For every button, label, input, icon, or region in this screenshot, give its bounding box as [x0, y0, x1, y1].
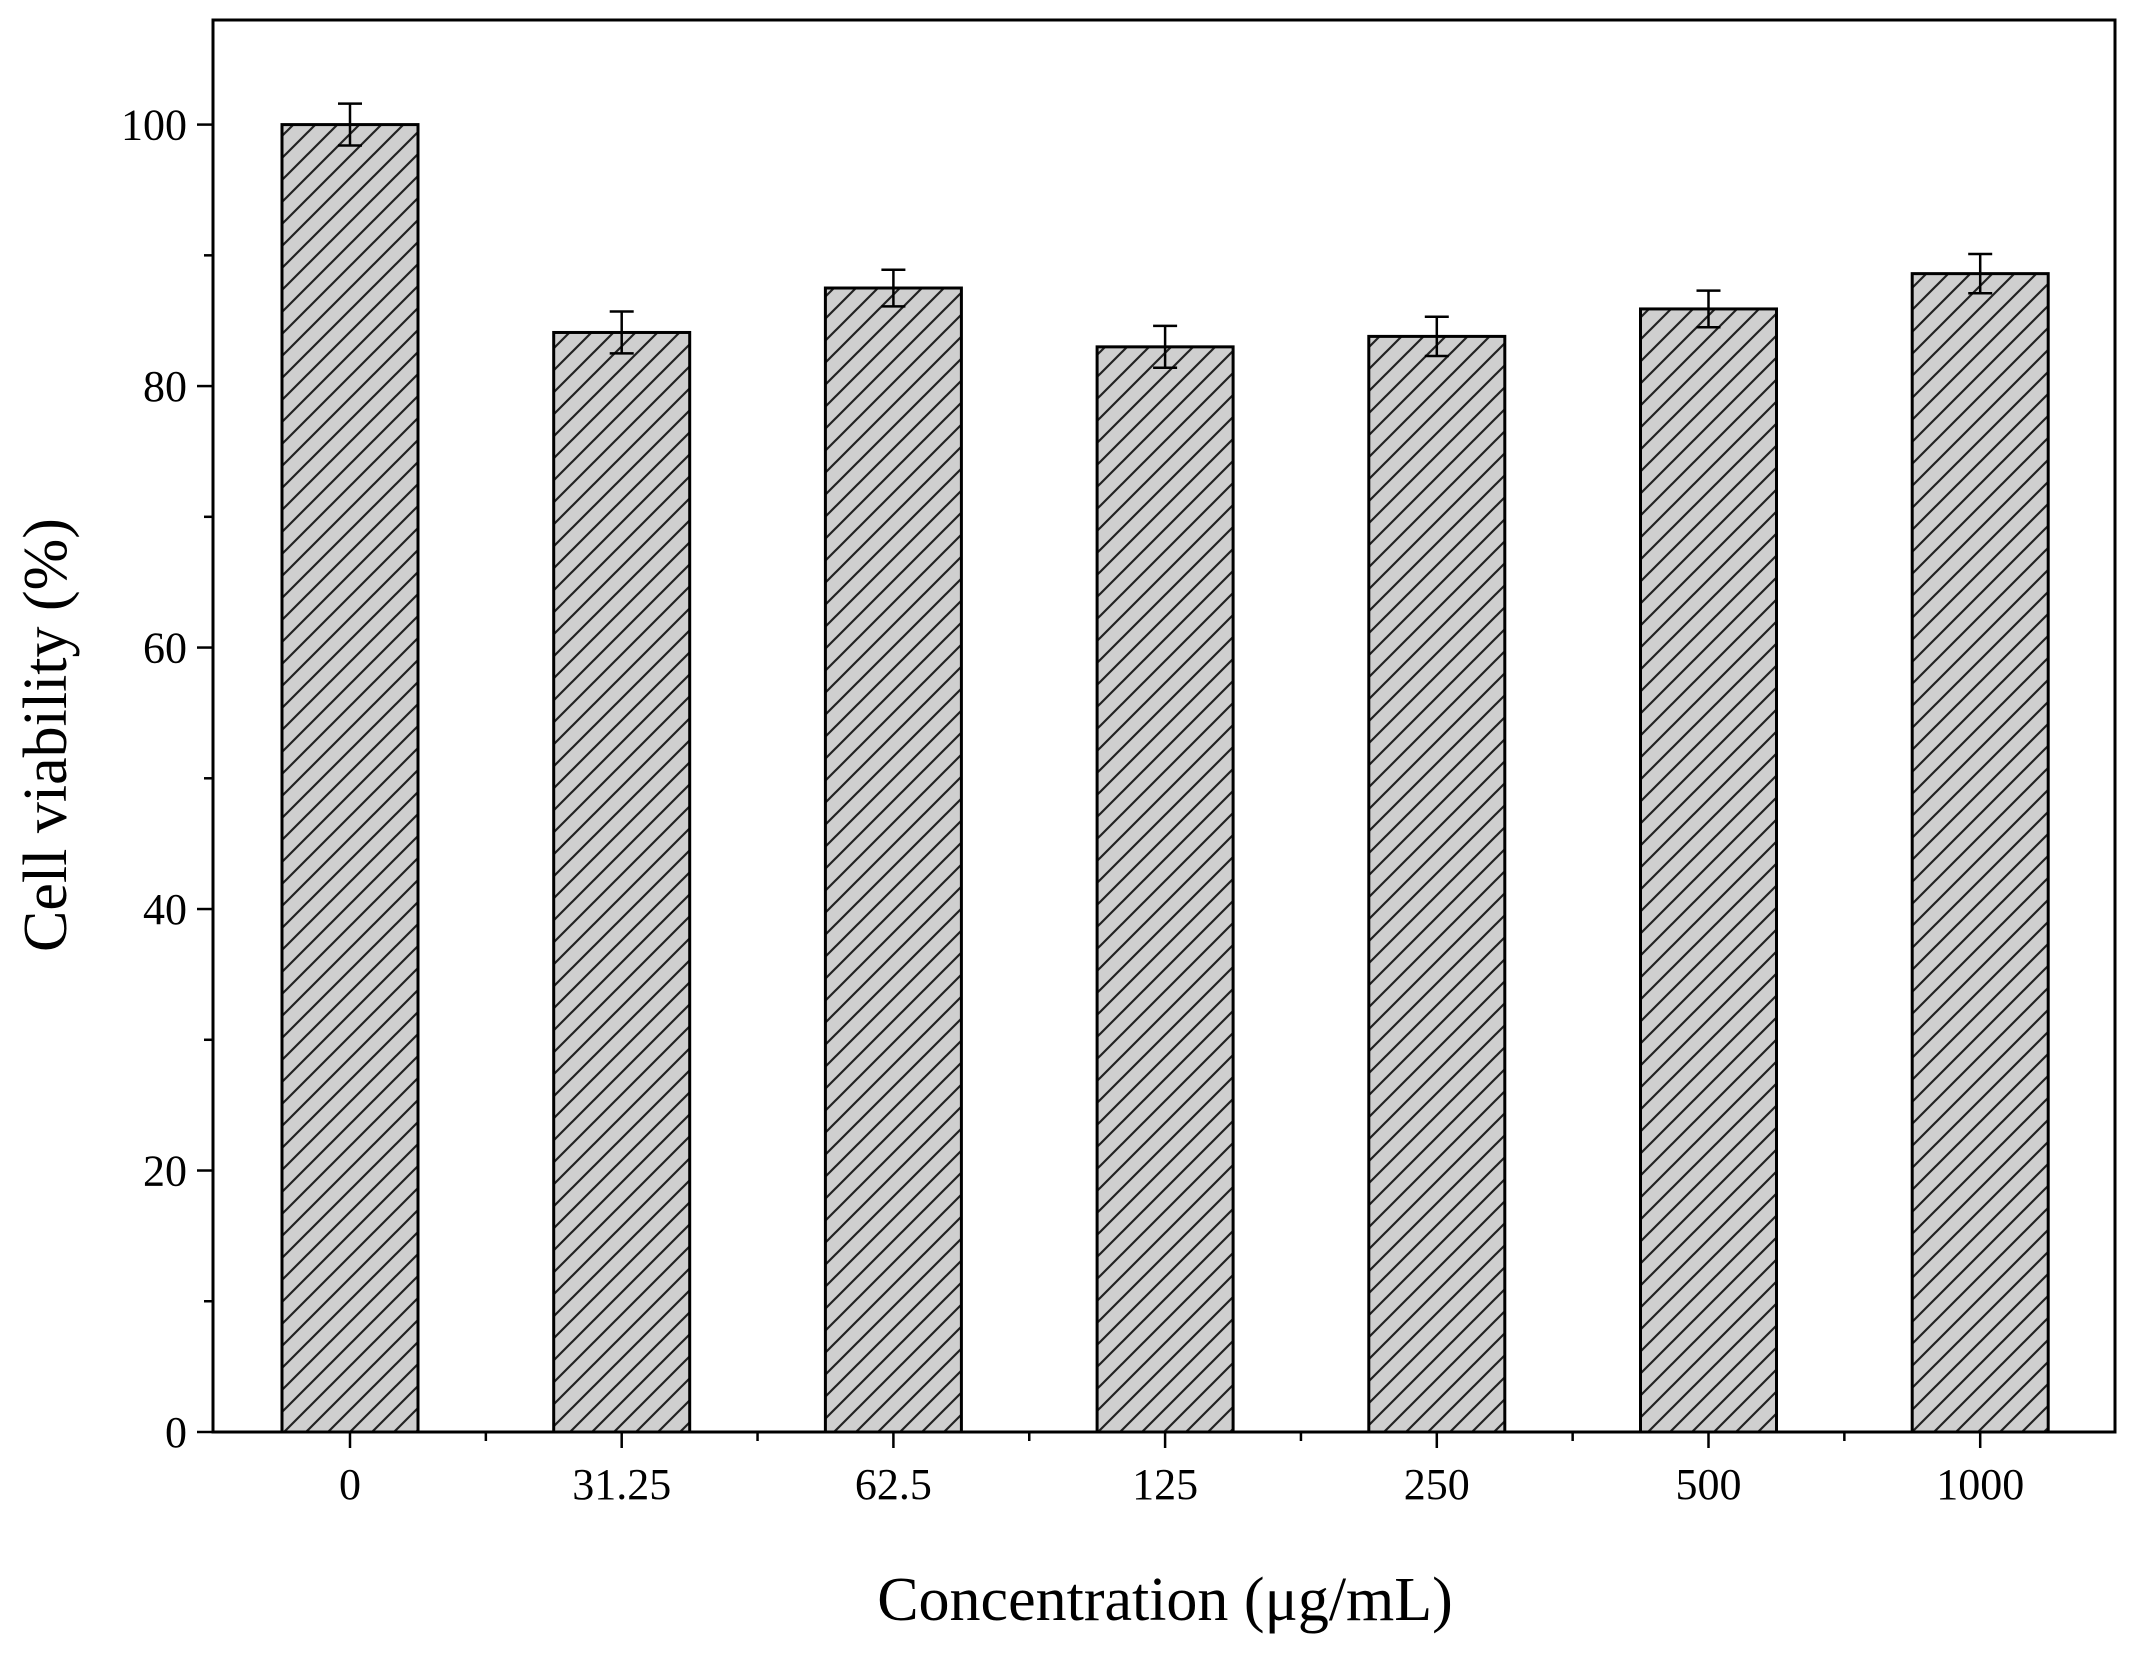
error-bars-layer [338, 102, 1993, 370]
y-axis-title: Cell viability (%) [12, 518, 80, 952]
bar-500 [1639, 307, 1778, 1434]
y-tick-label-0: 0 [165, 1408, 187, 1457]
x-tick-label-500: 500 [1676, 1460, 1742, 1509]
y-tick-label-80: 80 [143, 362, 187, 411]
bar-1000 [1910, 272, 2050, 1434]
x-tick-label-125: 125 [1132, 1460, 1198, 1509]
x-tick-label-0: 0 [339, 1460, 361, 1509]
x-tick-label-250: 250 [1404, 1460, 1470, 1509]
bar-62.5 [823, 286, 963, 1434]
y-tick-label-40: 40 [143, 885, 187, 934]
axes-layer [197, 18, 2117, 1448]
bar-250 [1367, 334, 1507, 1434]
y-tick-label-60: 60 [143, 624, 187, 673]
bars-layer [280, 123, 2050, 1434]
x-tick-label-31.25: 31.25 [572, 1460, 671, 1509]
y-tick-label-20: 20 [143, 1147, 187, 1196]
x-axis-title: Concentration (μg/mL) [877, 1566, 1453, 1634]
bar-125 [1095, 345, 1235, 1434]
x-tick-label-62.5: 62.5 [855, 1460, 932, 1509]
y-tick-label-100: 100 [121, 101, 187, 150]
bar-31.25 [552, 330, 692, 1434]
bar-0 [280, 123, 420, 1434]
x-tick-label-1000: 1000 [1936, 1460, 2024, 1509]
